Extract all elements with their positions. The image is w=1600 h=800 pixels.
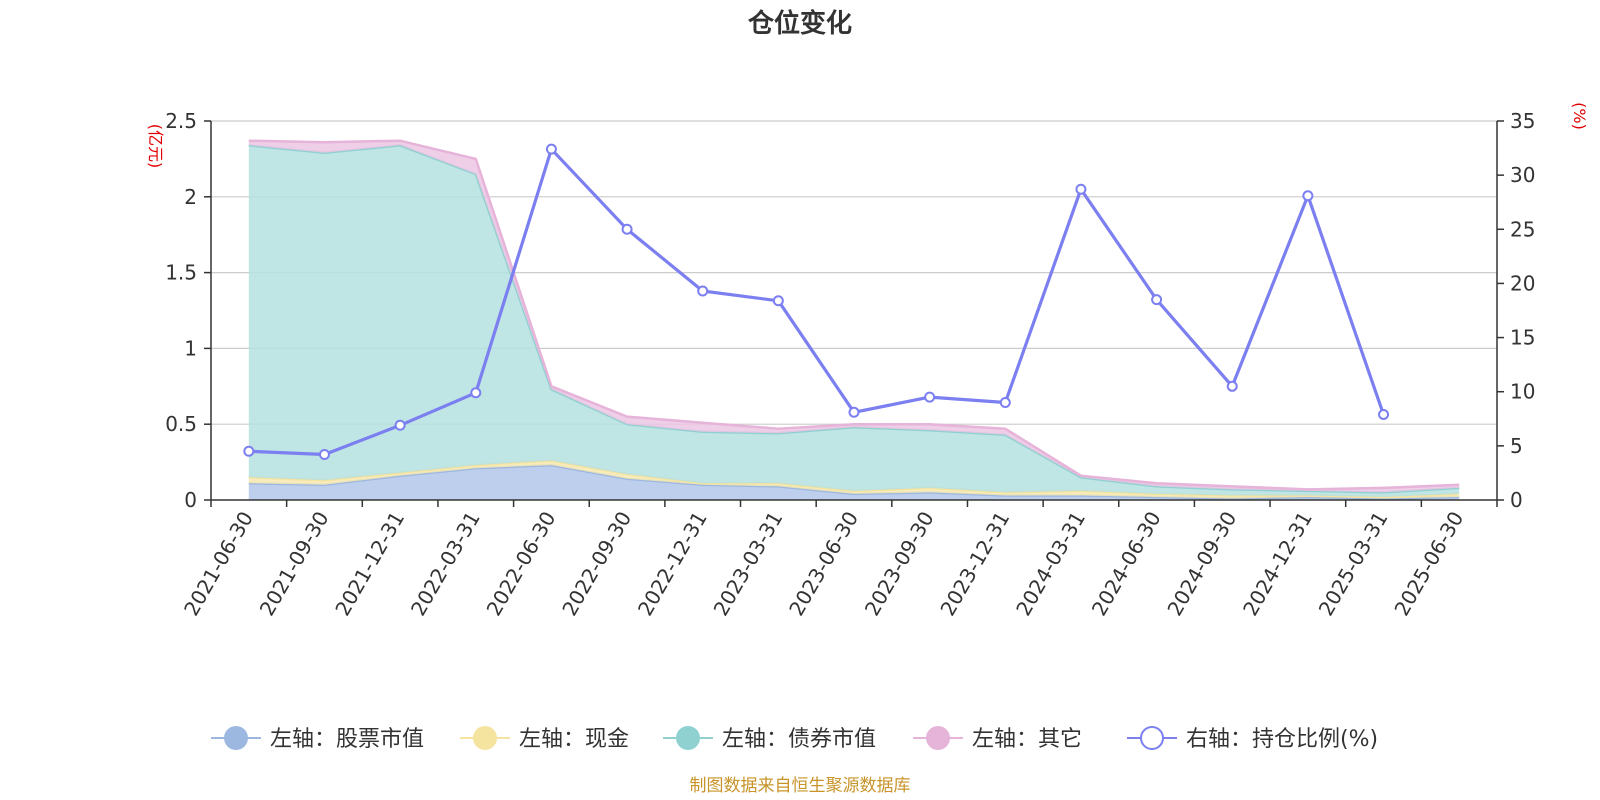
stacked-areas (248, 139, 1460, 500)
left-tick-label: 0.5 (165, 412, 197, 436)
x-tick-label: 2025-03-31 (1314, 507, 1393, 620)
data-source-note: 制图数据来自恒生聚源数据库 (690, 776, 911, 796)
x-tick-label: 2022-12-31 (633, 507, 712, 620)
right-tick-label: 10 (1510, 380, 1535, 404)
legend-item[interactable]: 左轴：其它 (913, 726, 1082, 752)
legend-swatch-icon (224, 726, 248, 750)
left-tick-label: 1 (184, 336, 197, 360)
legend-label: 左轴：现金 (519, 727, 629, 752)
ratio-line-layer (243, 143, 1390, 461)
ratio-point (1302, 190, 1314, 202)
right-tick-label: 30 (1510, 163, 1535, 187)
legend-swatch-icon (926, 726, 950, 750)
x-tick-label: 2021-12-31 (330, 507, 409, 620)
x-tick-label: 2024-06-30 (1087, 507, 1166, 620)
ratio-point (999, 397, 1011, 409)
ratio-point (772, 295, 784, 307)
ratio-line (248, 147, 1386, 457)
right-axis-unit: (%) (1570, 102, 1589, 130)
ratio-point (621, 223, 633, 235)
ratio-point (545, 143, 557, 155)
legend-label: 左轴：其它 (972, 727, 1082, 752)
right-tick-label: 0 (1510, 488, 1523, 512)
legend-item[interactable]: 右轴：持仓比例(%) (1127, 726, 1378, 752)
legend-label: 左轴：股票市值 (270, 727, 424, 752)
right-tick-label: 5 (1510, 434, 1523, 458)
area-0 (248, 465, 1460, 500)
right-tick-label: 25 (1510, 217, 1535, 241)
x-tick-label: 2023-09-30 (860, 507, 939, 620)
left-tick-label: 0 (184, 488, 197, 512)
x-tick-label: 2024-12-31 (1238, 507, 1317, 620)
x-tick-label: 2022-09-30 (557, 507, 636, 620)
ratio-point (924, 391, 936, 403)
right-tick-label: 20 (1510, 271, 1535, 295)
ratio-point (1226, 380, 1238, 392)
legend-swatch-icon (1140, 726, 1164, 750)
legend-item[interactable]: 左轴：债券市值 (663, 726, 876, 752)
ratio-point (243, 445, 255, 457)
legend: 左轴：股票市值 左轴：现金 左轴：债券市值 左轴：其它 右轴：持仓比例(%) (211, 726, 1378, 752)
x-tick-label: 2022-06-30 (482, 507, 561, 620)
right-tick-label: 35 (1510, 109, 1535, 133)
x-tick-label: 2021-09-30 (255, 507, 334, 620)
legend-swatch-icon (473, 726, 497, 750)
legend-item[interactable]: 左轴：股票市值 (211, 726, 424, 752)
x-tick-label: 2023-03-31 (709, 507, 788, 620)
ratio-point (318, 449, 330, 461)
left-tick-label: 2 (184, 185, 197, 209)
ratio-point (394, 419, 406, 431)
legend-swatch-icon (676, 726, 700, 750)
x-tick-label: 2021-06-30 (179, 507, 258, 620)
x-tick-label: 2022-03-31 (406, 507, 485, 620)
legend-item[interactable]: 左轴：现金 (460, 726, 629, 752)
area-edge-3 (248, 139, 1460, 491)
chart-title: 仓位变化 (747, 8, 852, 39)
left-tick-label: 2.5 (165, 109, 197, 133)
x-tick-label: 2024-03-31 (1011, 507, 1090, 620)
x-tick-label: 2024-09-30 (1162, 507, 1241, 620)
left-axis-unit: (亿元) (146, 124, 165, 169)
area-2 (248, 145, 1460, 498)
right-tick-label: 15 (1510, 326, 1535, 350)
x-tick-label: 2025-06-30 (1389, 507, 1468, 620)
ratio-point (470, 387, 482, 399)
ratio-point (697, 285, 709, 297)
x-tick-label: 2023-12-31 (935, 507, 1014, 620)
x-tick-label: 2023-06-30 (784, 507, 863, 620)
legend-label: 左轴：债券市值 (722, 727, 876, 752)
left-tick-label: 1.5 (165, 261, 197, 285)
ratio-point (1075, 183, 1087, 195)
ratio-point (1151, 294, 1163, 306)
ratio-point (1378, 408, 1390, 420)
legend-label: 右轴：持仓比例(%) (1186, 727, 1378, 752)
ratio-point (848, 406, 860, 418)
